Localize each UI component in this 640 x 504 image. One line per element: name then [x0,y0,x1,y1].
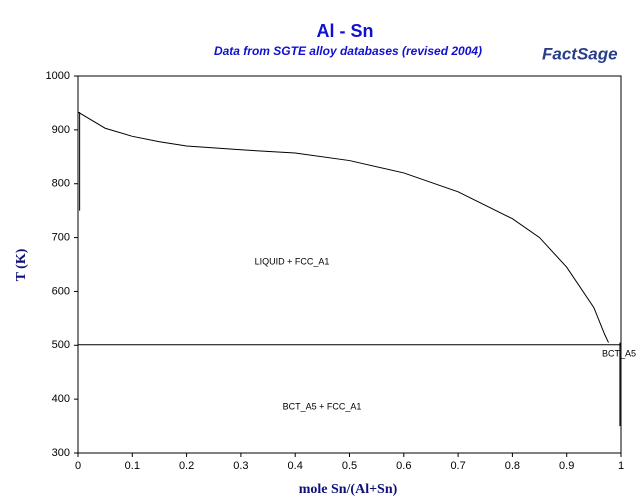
y-tick-label: 600 [52,285,70,297]
x-tick-label: 0.8 [505,460,520,472]
annotation: BCT_A5 + FCC_A1 [283,401,362,411]
y-tick-label: 700 [52,231,70,243]
x-tick-label: 0.6 [396,460,411,472]
y-tick-label: 900 [52,124,70,136]
x-axis-label: mole Sn/(Al+Sn) [299,482,398,497]
y-tick-label: 500 [52,339,70,351]
chart-title: Al - Sn [317,21,374,41]
phase-boundary [77,111,609,343]
x-tick-label: 0.2 [179,460,194,472]
y-tick-label: 800 [52,178,70,190]
x-tick-label: 0.3 [233,460,248,472]
x-tick-label: 0.4 [288,460,303,472]
annotation: BCT_A5 [602,348,636,358]
x-tick-label: 0 [75,460,81,472]
y-tick-label: 1000 [46,70,70,82]
x-tick-label: 0.9 [559,460,574,472]
y-tick-label: 400 [52,393,70,405]
x-tick-label: 0.7 [450,460,465,472]
x-tick-label: 0.1 [125,460,140,472]
y-axis-label: T (K) [14,248,29,281]
y-tick-label: 300 [52,447,70,459]
x-tick-label: 1 [618,460,624,472]
chart-subtitle: Data from SGTE alloy databases (revised … [214,44,482,58]
x-tick-label: 0.5 [342,460,357,472]
annotation: LIQUID + FCC_A1 [255,256,330,266]
logo: FactSage [542,44,618,63]
plot-frame [77,75,622,454]
